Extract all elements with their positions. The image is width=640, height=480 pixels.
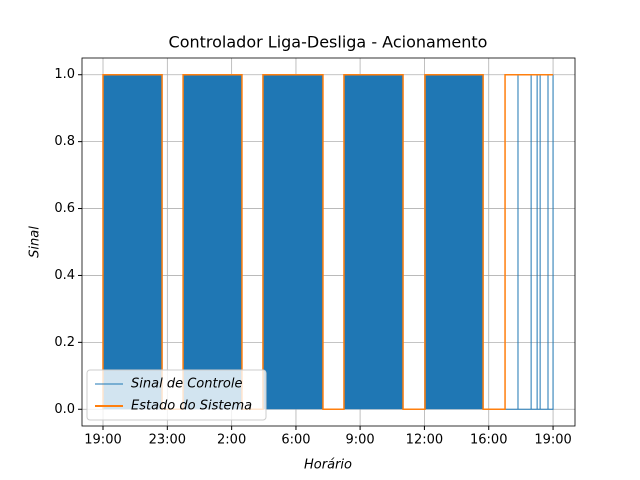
x-tick-label: 16:00	[470, 433, 507, 448]
legend-box	[86, 369, 267, 421]
y-tick-label: 1.0	[54, 67, 75, 82]
y-tick-label: 0.0	[54, 402, 75, 417]
y-axis-label: Sinal	[28, 226, 43, 258]
legend-label: Sinal de Controle	[131, 377, 242, 392]
x-tick-label: 19:00	[84, 433, 121, 448]
plot-frame	[81, 57, 576, 427]
chart-title: Controlador Liga-Desliga - Acionamento	[169, 33, 488, 52]
y-tick-label: 0.8	[54, 134, 75, 149]
x-tick-label: 2:00	[217, 433, 246, 448]
x-tick-label: 6:00	[281, 433, 310, 448]
y-tick-label: 0.2	[54, 335, 75, 350]
x-tick-label: 19:00	[534, 433, 571, 448]
series-area	[103, 74, 554, 410]
x-tick-label: 9:00	[345, 433, 374, 448]
x-tick-label: 12:00	[406, 433, 443, 448]
x-axis-label: Horário	[304, 458, 352, 473]
legend-label: Estado do Sistema	[131, 399, 252, 414]
y-tick-label: 0.4	[54, 268, 75, 283]
y-tick-label: 0.6	[54, 201, 75, 216]
x-tick-label: 23:00	[149, 433, 186, 448]
